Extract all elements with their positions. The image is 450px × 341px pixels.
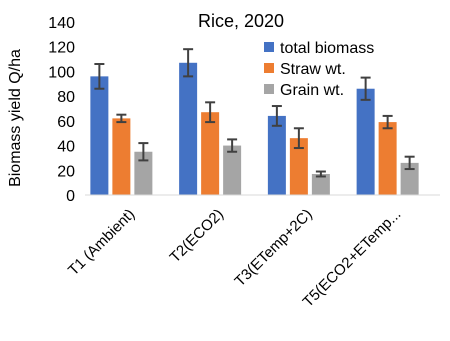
legend-label: total biomass (280, 40, 374, 57)
category-label: T1 (Ambient) (65, 206, 138, 279)
bar (289, 138, 308, 195)
category-label: T3(ETemp+2C) (231, 206, 315, 290)
bars (90, 62, 419, 196)
legend-swatch (264, 84, 274, 94)
bar (201, 112, 220, 195)
legend: total biomass Straw wt. Grain wt. (264, 40, 374, 99)
y-tick-label: 100 (48, 64, 75, 81)
bar (223, 145, 242, 195)
bar (400, 162, 419, 195)
y-tick-label: 60 (57, 114, 75, 131)
bar (179, 62, 198, 196)
legend-label: Straw wt. (280, 61, 346, 78)
y-axis-ticks: 0 20 40 60 80 100 120 140 (48, 15, 75, 205)
legend-label: Grain wt. (280, 82, 344, 99)
y-tick-label: 120 (48, 40, 75, 57)
error-bars (94, 48, 415, 178)
y-tick-label: 0 (66, 188, 75, 205)
bar (112, 118, 131, 195)
chart-title: Rice, 2020 (198, 11, 284, 31)
x-axis: T1 (Ambient) T2(ECO2) T3(ETemp+2C)T5(ECO2+… (65, 194, 440, 311)
category-label: T5(ECO2+ETemp... (300, 206, 405, 311)
y-axis-label: Biomass yield Q/ha (7, 49, 24, 187)
bar (311, 173, 330, 195)
y-tick-label: 80 (57, 89, 75, 106)
legend-swatch (264, 42, 274, 52)
bar (90, 76, 109, 195)
bar (356, 88, 375, 195)
y-tick-label: 140 (48, 15, 75, 32)
bar (267, 115, 286, 195)
bar (134, 151, 153, 195)
legend-swatch (264, 63, 274, 73)
y-tick-label: 40 (57, 139, 75, 156)
bar (378, 122, 397, 195)
category-label: T2(ECO2) (167, 206, 227, 266)
y-tick-label: 20 (57, 163, 75, 180)
